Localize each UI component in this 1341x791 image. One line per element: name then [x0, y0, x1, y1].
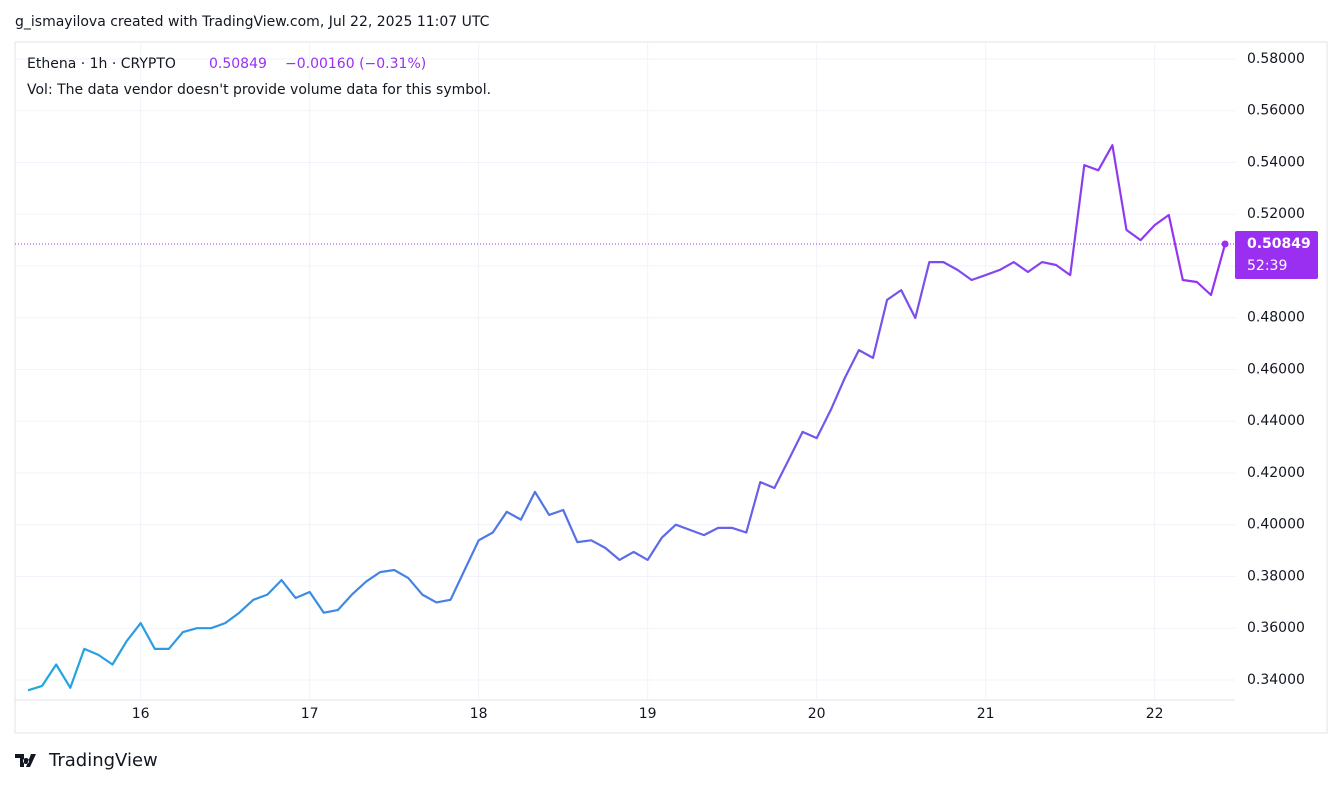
x-tick-label: 18	[470, 706, 488, 722]
y-tick-label: 0.42000	[1247, 465, 1305, 481]
y-tick-label: 0.34000	[1247, 672, 1305, 688]
x-tick-label: 22	[1146, 706, 1164, 722]
x-tick-label: 20	[808, 706, 826, 722]
y-tick-label: 0.54000	[1247, 154, 1305, 170]
footer: TradingView	[48, 750, 158, 771]
x-tick-label: 21	[977, 706, 995, 722]
y-tick-label: 0.40000	[1247, 517, 1305, 533]
price: 0.50849	[209, 56, 267, 72]
logo	[15, 754, 36, 767]
last-point	[1221, 240, 1229, 248]
volume-note: Vol: The data vendor doesn't provide vol…	[27, 82, 491, 98]
countdown: 52:39	[1247, 258, 1287, 274]
chart-pane	[14, 41, 1328, 734]
price-tag	[1235, 231, 1318, 280]
change: −0.00160 (−0.31%)	[285, 56, 426, 72]
symbol: Ethena · 1h · CRYPTO	[27, 56, 176, 72]
price-tag-value: 0.50849	[1247, 236, 1311, 252]
y-tick-label: 0.56000	[1247, 103, 1305, 119]
y-tick-label: 0.44000	[1247, 413, 1305, 429]
y-tick-label: 0.48000	[1247, 310, 1305, 326]
y-tick-label: 0.46000	[1247, 361, 1305, 377]
x-tick-label: 17	[301, 706, 319, 722]
x-tick-label: 19	[639, 706, 657, 722]
y-tick-label: 0.36000	[1247, 620, 1305, 636]
price-line	[27, 144, 1227, 692]
y-tick-label: 0.58000	[1247, 51, 1305, 67]
y-tick-label: 0.38000	[1247, 568, 1305, 584]
x-tick-label: 16	[132, 706, 150, 722]
header: g_ismayilova created with TradingView.co…	[15, 14, 490, 30]
y-tick-label: 0.52000	[1247, 206, 1305, 222]
